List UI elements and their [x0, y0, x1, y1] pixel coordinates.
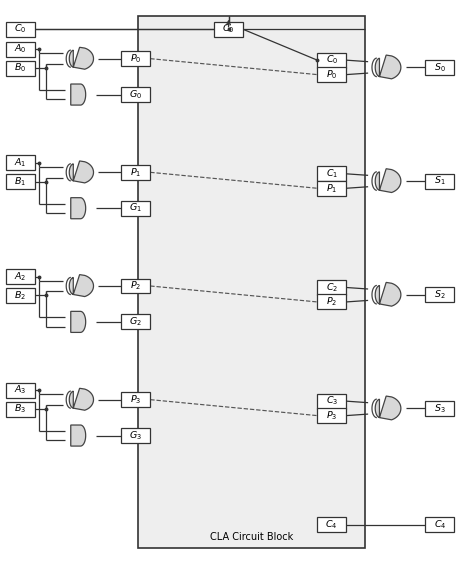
Text: $S_{1}$: $S_{1}$	[434, 175, 446, 187]
Text: $P_{0}$: $P_{0}$	[326, 68, 337, 81]
FancyBboxPatch shape	[426, 401, 455, 416]
Polygon shape	[71, 425, 86, 446]
Polygon shape	[69, 47, 93, 69]
FancyBboxPatch shape	[426, 173, 455, 189]
Text: $B_{0}$: $B_{0}$	[14, 62, 26, 74]
FancyBboxPatch shape	[426, 287, 455, 302]
FancyBboxPatch shape	[6, 155, 35, 171]
Text: $B_{2}$: $B_{2}$	[14, 289, 26, 302]
Text: $C_{2}$: $C_{2}$	[326, 282, 338, 294]
FancyBboxPatch shape	[121, 51, 150, 66]
Polygon shape	[69, 275, 93, 297]
Text: $P_{2}$: $P_{2}$	[130, 280, 141, 292]
FancyBboxPatch shape	[317, 280, 346, 295]
Polygon shape	[375, 55, 401, 79]
Text: $G_{2}$: $G_{2}$	[129, 316, 142, 328]
FancyBboxPatch shape	[317, 294, 346, 310]
FancyBboxPatch shape	[214, 22, 243, 37]
Text: $B_{3}$: $B_{3}$	[14, 403, 26, 415]
Text: $C_{0}$: $C_{0}$	[14, 23, 27, 35]
Text: $P_{1}$: $P_{1}$	[326, 182, 337, 195]
FancyBboxPatch shape	[6, 61, 35, 75]
FancyBboxPatch shape	[6, 22, 35, 37]
Text: $A_{2}$: $A_{2}$	[14, 270, 27, 283]
Text: $A_{1}$: $A_{1}$	[14, 157, 27, 169]
Text: $S_{0}$: $S_{0}$	[434, 61, 446, 74]
FancyBboxPatch shape	[317, 67, 346, 82]
Text: $P_{0}$: $P_{0}$	[130, 52, 142, 65]
Polygon shape	[69, 161, 93, 183]
FancyBboxPatch shape	[317, 517, 346, 532]
FancyBboxPatch shape	[317, 53, 346, 68]
FancyBboxPatch shape	[317, 408, 346, 423]
Text: $G_{3}$: $G_{3}$	[129, 430, 142, 442]
Text: $P_{3}$: $P_{3}$	[326, 409, 337, 422]
Text: $C_{4}$: $C_{4}$	[326, 519, 338, 531]
FancyBboxPatch shape	[138, 16, 365, 548]
FancyBboxPatch shape	[317, 181, 346, 196]
FancyBboxPatch shape	[121, 279, 150, 293]
Polygon shape	[71, 198, 86, 219]
FancyBboxPatch shape	[121, 392, 150, 407]
Text: $C_{0}$: $C_{0}$	[222, 23, 235, 35]
Text: $S_{3}$: $S_{3}$	[434, 402, 446, 414]
FancyBboxPatch shape	[6, 175, 35, 189]
Text: $A_{0}$: $A_{0}$	[14, 43, 27, 55]
Polygon shape	[375, 169, 401, 193]
FancyBboxPatch shape	[6, 42, 35, 57]
FancyBboxPatch shape	[6, 288, 35, 303]
Polygon shape	[71, 84, 86, 105]
Text: $P_{1}$: $P_{1}$	[130, 166, 141, 178]
FancyBboxPatch shape	[6, 401, 35, 417]
FancyBboxPatch shape	[121, 314, 150, 329]
FancyBboxPatch shape	[121, 165, 150, 180]
Polygon shape	[69, 388, 93, 410]
Text: $C_{1}$: $C_{1}$	[326, 168, 338, 180]
Text: $C_{4}$: $C_{4}$	[434, 519, 446, 531]
Text: $B_{1}$: $B_{1}$	[14, 176, 26, 188]
FancyBboxPatch shape	[121, 428, 150, 443]
FancyBboxPatch shape	[426, 60, 455, 75]
Polygon shape	[375, 396, 401, 420]
Text: $P_{2}$: $P_{2}$	[326, 296, 337, 308]
Text: $C_{0}$: $C_{0}$	[326, 54, 338, 66]
Text: $A_{3}$: $A_{3}$	[14, 384, 27, 396]
FancyBboxPatch shape	[121, 201, 150, 216]
FancyBboxPatch shape	[317, 394, 346, 409]
Text: $C_{3}$: $C_{3}$	[326, 395, 338, 408]
Text: $G_{1}$: $G_{1}$	[129, 202, 142, 215]
Text: CLA Circuit Block: CLA Circuit Block	[210, 532, 293, 542]
Text: $G_{0}$: $G_{0}$	[129, 88, 142, 101]
Text: $P_{3}$: $P_{3}$	[130, 394, 141, 406]
FancyBboxPatch shape	[6, 383, 35, 397]
Text: $S_{2}$: $S_{2}$	[434, 288, 446, 301]
FancyBboxPatch shape	[6, 269, 35, 284]
FancyBboxPatch shape	[121, 87, 150, 102]
FancyBboxPatch shape	[426, 517, 455, 532]
Polygon shape	[71, 311, 86, 332]
Polygon shape	[375, 283, 401, 306]
FancyBboxPatch shape	[317, 166, 346, 181]
